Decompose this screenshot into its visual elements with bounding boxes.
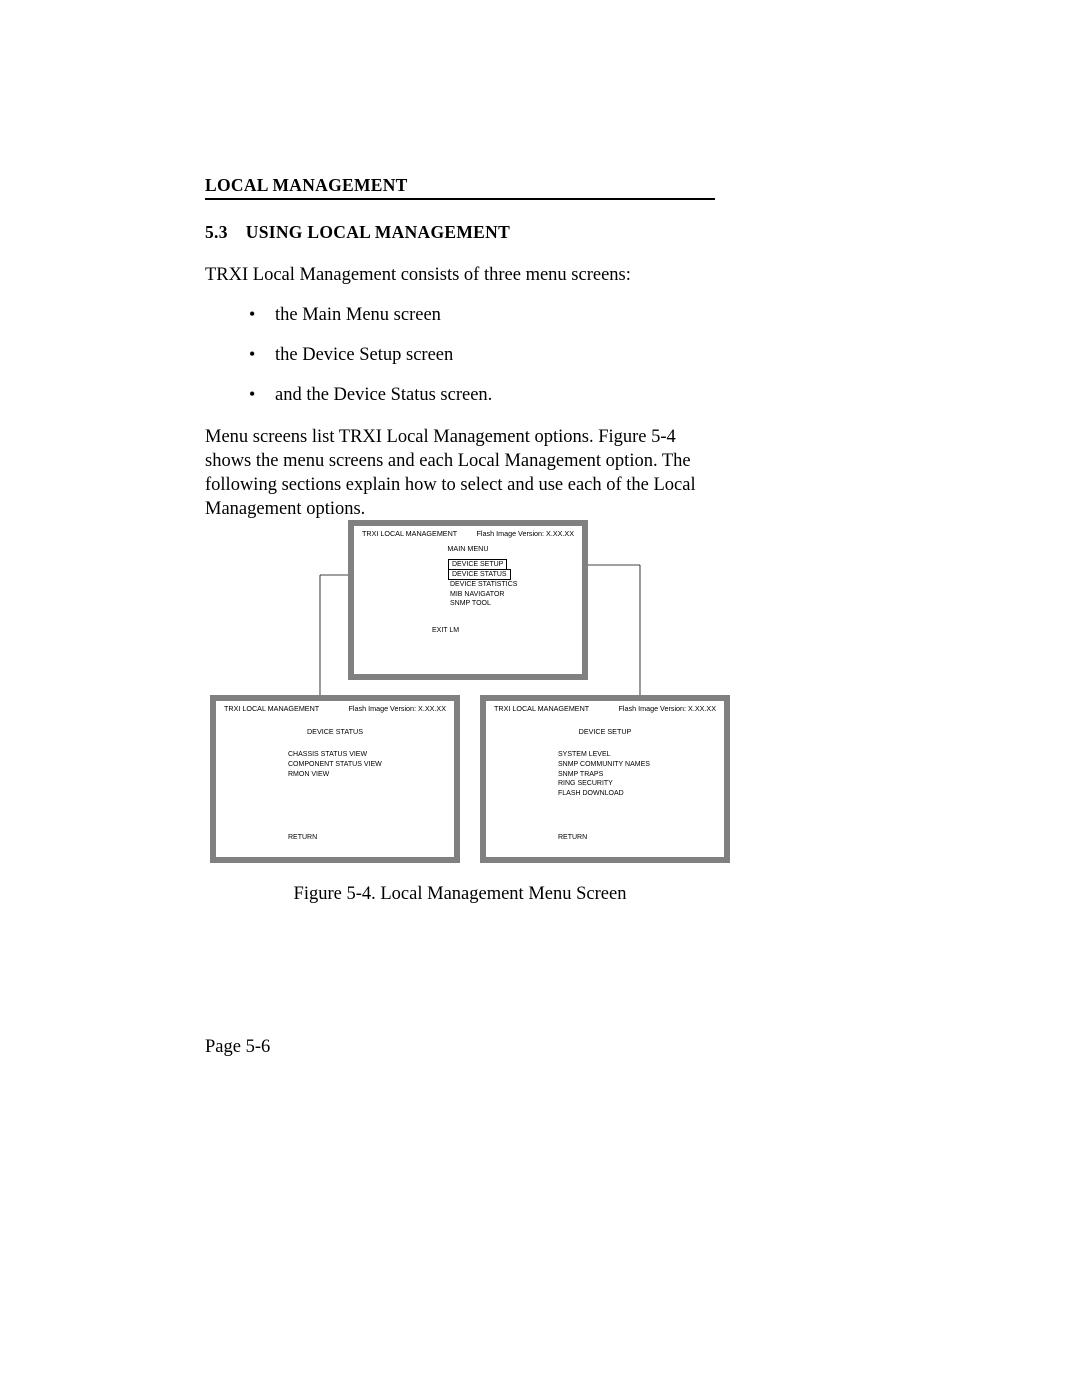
screen-header-right: Flash Image Version: X.XX.XX xyxy=(349,704,446,713)
menu-item: MIB NAVIGATOR xyxy=(354,590,582,599)
screen-title: DEVICE STATUS xyxy=(216,727,454,736)
menu-item: SYSTEM LEVEL xyxy=(558,750,724,760)
section-number: 5.3 xyxy=(205,222,228,242)
menu-item: FLASH DOWNLOAD xyxy=(558,789,724,799)
menu-item: SNMP COMMUNITY NAMES xyxy=(558,760,724,770)
bullet-list: the Main Menu screen the Device Setup sc… xyxy=(249,303,715,407)
screen-header-left: TRXI LOCAL MANAGEMENT xyxy=(224,704,319,713)
menu-item: COMPONENT STATUS VIEW xyxy=(288,760,454,770)
intro-paragraph: TRXI Local Management consists of three … xyxy=(205,263,715,287)
menu-item-boxed: DEVICE STATUS xyxy=(448,569,511,580)
list-item: the Device Setup screen xyxy=(249,343,715,367)
header-rule xyxy=(205,198,715,200)
device-status-screen: TRXI LOCAL MANAGEMENT Flash Image Versio… xyxy=(210,695,460,863)
menu-item: SNMP TRAPS xyxy=(558,770,724,780)
device-setup-screen: TRXI LOCAL MANAGEMENT Flash Image Versio… xyxy=(480,695,730,863)
menu-item: DEVICE STATUS xyxy=(354,569,582,580)
figure-caption: Figure 5-4. Local Management Menu Screen xyxy=(205,884,715,905)
screen-header-right: Flash Image Version: X.XX.XX xyxy=(619,704,716,713)
screen-title: MAIN MENU xyxy=(354,544,582,553)
screen-header-left: TRXI LOCAL MANAGEMENT xyxy=(494,704,589,713)
section-heading: 5.3 USING LOCAL MANAGEMENT xyxy=(205,222,715,243)
list-item: the Main Menu screen xyxy=(249,303,715,327)
screen-header-left: TRXI LOCAL MANAGEMENT xyxy=(362,529,457,538)
section-title: USING LOCAL MANAGEMENT xyxy=(246,222,510,242)
screen-header-right: Flash Image Version: X.XX.XX xyxy=(477,529,574,538)
menu-return: RETURN xyxy=(486,834,587,841)
page-number: Page 5-6 xyxy=(205,1037,270,1058)
menu-item: RMON VIEW xyxy=(288,770,454,780)
screen-title: DEVICE SETUP xyxy=(486,727,724,736)
menu-item: CHASSIS STATUS VIEW xyxy=(288,750,454,760)
figure-diagram: TRXI LOCAL MANAGEMENT Flash Image Versio… xyxy=(210,520,730,870)
chapter-header: LOCAL MANAGEMENT xyxy=(205,175,715,196)
list-item: and the Device Status screen. xyxy=(249,383,715,407)
menu-item: RING SECURITY xyxy=(558,779,724,789)
menu-exit: EXIT LM xyxy=(354,627,582,634)
main-menu-screen: TRXI LOCAL MANAGEMENT Flash Image Versio… xyxy=(348,520,588,680)
body-paragraph: Menu screens list TRXI Local Management … xyxy=(205,425,715,521)
menu-item: DEVICE STATISTICS xyxy=(354,580,582,589)
menu-item: SNMP TOOL xyxy=(354,599,582,608)
menu-return: RETURN xyxy=(216,834,317,841)
